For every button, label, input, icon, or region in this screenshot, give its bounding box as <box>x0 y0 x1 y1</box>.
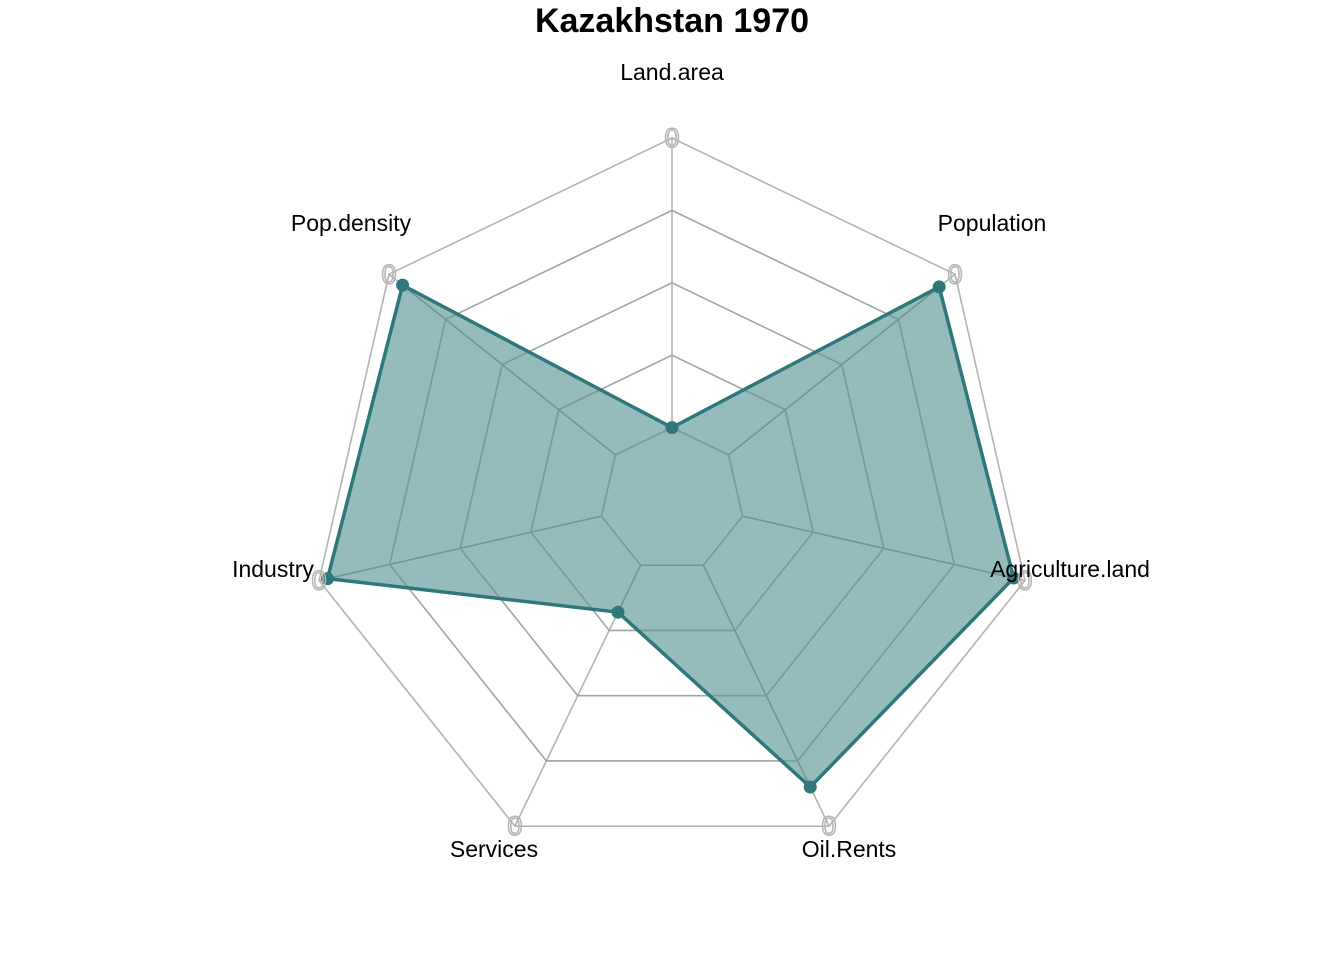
tick-label: 0 <box>381 259 396 289</box>
tick-label: 0 <box>1017 566 1032 596</box>
series-area <box>327 285 1014 788</box>
data-layer <box>321 209 1021 794</box>
tick-label: 0 <box>507 811 522 841</box>
chart-title: Kazakhstan 1970 <box>535 2 809 40</box>
axis-label: Oil.Rents <box>802 836 897 862</box>
tick-label: 0 <box>948 259 963 289</box>
grid-ring-overlay <box>530 354 814 632</box>
data-point <box>396 278 410 292</box>
axis-label: Land.area <box>620 59 724 85</box>
axis-label: Services <box>450 836 538 862</box>
tick-label: 0 <box>664 123 679 153</box>
grid-ring-overlay <box>459 282 885 697</box>
data-point <box>932 280 946 294</box>
axis-label-layer: 0 0 0 0 0 0 0 Land.area Population Agriculture.la… <box>232 59 1150 862</box>
data-point <box>1007 571 1021 585</box>
axis-label: Industry <box>232 556 314 582</box>
data-point <box>803 780 817 794</box>
grid-ring <box>318 137 1026 827</box>
data-point <box>611 605 625 619</box>
tick-label: 0 <box>312 566 327 596</box>
data-point <box>321 572 335 586</box>
data-point <box>665 421 679 435</box>
axis-label: Agriculture.land <box>990 556 1150 582</box>
series-line <box>325 283 1016 789</box>
grid-ring-overlay <box>600 426 744 566</box>
axis-label: Pop.density <box>291 210 412 236</box>
axis-label: Population <box>938 210 1047 236</box>
grid-ring-overlay <box>388 209 956 762</box>
tick-label: 0 <box>822 811 837 841</box>
